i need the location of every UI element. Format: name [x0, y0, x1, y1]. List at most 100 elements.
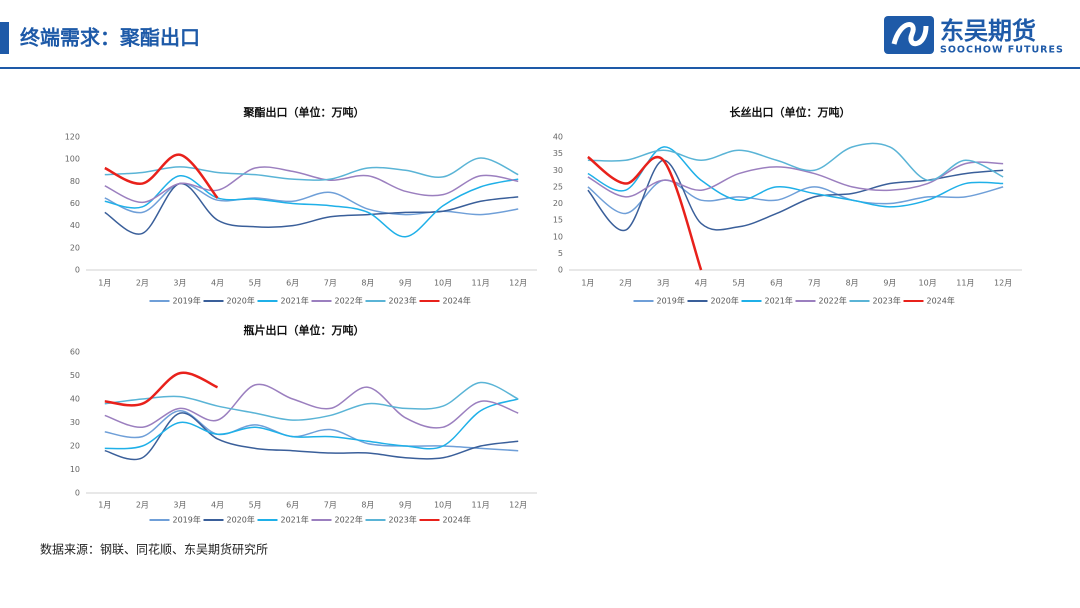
y-tick-label: 20 [70, 243, 80, 252]
legend-label: 2021年 [765, 296, 793, 306]
y-tick-label: 10 [553, 232, 563, 241]
y-tick-label: 60 [70, 199, 80, 208]
x-tick-label: 9月 [399, 501, 412, 510]
y-tick-label: 20 [553, 199, 563, 208]
source-note: 数据来源：钢联、同花顺、东吴期货研究所 [40, 542, 268, 557]
legend-label: 2024年 [443, 296, 471, 306]
series-line [104, 381, 519, 421]
series-line [587, 142, 1004, 181]
legend-label: 2019年 [657, 296, 685, 306]
series-line [104, 182, 519, 235]
y-tick-label: 40 [70, 395, 80, 404]
x-tick-label: 7月 [808, 279, 821, 288]
legend-label: 2023年 [389, 515, 417, 525]
x-tick-label: 1月 [98, 279, 111, 288]
header-title: 终端需求：聚酯出口 [20, 26, 200, 50]
y-tick-label: 60 [70, 348, 80, 357]
x-tick-label: 1月 [98, 501, 111, 510]
chart: 聚酯出口（单位：万吨） 0 20 40 60 80 100 120 1月 2月 3月 4月 5月 6月 7月… [65, 105, 537, 306]
x-tick-label: 9月 [399, 279, 412, 288]
y-tick-label: 10 [70, 465, 80, 474]
legend-label: 2020年 [227, 296, 255, 306]
legend-label: 2023年 [873, 296, 901, 306]
header-accent [0, 22, 9, 54]
x-tick-label: 4月 [695, 279, 708, 288]
y-tick-label: 15 [553, 216, 563, 225]
x-tick-label: 12月 [994, 279, 1012, 288]
legend-label: 2024年 [443, 515, 471, 525]
y-tick-label: 5 [558, 249, 563, 258]
x-tick-label: 10月 [434, 279, 452, 288]
x-tick-label: 4月 [211, 501, 224, 510]
series-line [104, 371, 219, 407]
y-tick-label: 0 [75, 266, 80, 275]
chart: 长丝出口（单位：万吨） 0 5 10 15 20 25 30 35 40 1月 2月 3月 4月 5月 6月 7… [553, 105, 1022, 306]
y-tick-label: 0 [558, 266, 563, 275]
legend-label: 2022年 [819, 296, 847, 306]
legend-label: 2023年 [389, 296, 417, 306]
series-line [104, 409, 519, 452]
y-tick-label: 25 [553, 182, 563, 191]
x-tick-label: 8月 [361, 279, 374, 288]
x-tick-label: 12月 [509, 279, 527, 288]
chart: 瓶片出口（单位：万吨） 0 10 20 30 40 50 60 1月 2月 3月 4月 5月 6月 7月 8月… [70, 323, 537, 525]
logo-english: SOOCHOW FUTURES [940, 45, 1064, 56]
x-tick-label: 4月 [211, 279, 224, 288]
series-line [104, 166, 519, 204]
x-tick-label: 11月 [472, 501, 490, 510]
x-tick-label: 11月 [956, 279, 974, 288]
y-tick-label: 40 [70, 221, 80, 230]
y-tick-label: 100 [65, 155, 80, 164]
legend-label: 2019年 [173, 296, 201, 306]
y-tick-label: 30 [553, 166, 563, 175]
x-tick-label: 5月 [249, 501, 262, 510]
x-tick-label: 10月 [919, 279, 937, 288]
legend-label: 2022年 [335, 296, 363, 306]
legend-label: 2019年 [173, 515, 201, 525]
chart-title: 瓶片出口（单位：万吨） [244, 323, 365, 337]
chart-title: 长丝出口（单位：万吨） [730, 105, 851, 119]
y-tick-label: 35 [553, 149, 563, 158]
y-tick-label: 50 [70, 371, 80, 380]
x-tick-label: 3月 [657, 279, 670, 288]
y-tick-label: 120 [65, 133, 80, 142]
legend-label: 2020年 [227, 515, 255, 525]
legend-label: 2021年 [281, 515, 309, 525]
y-tick-label: 30 [70, 418, 80, 427]
x-tick-label: 8月 [361, 501, 374, 510]
x-tick-label: 6月 [770, 279, 783, 288]
x-tick-label: 7月 [324, 279, 337, 288]
series-line [104, 412, 519, 461]
x-tick-label: 6月 [286, 501, 299, 510]
y-tick-label: 40 [553, 133, 563, 142]
x-tick-label: 5月 [732, 279, 745, 288]
x-tick-label: 12月 [509, 501, 527, 510]
x-tick-label: 10月 [434, 501, 452, 510]
series-line [104, 157, 519, 181]
x-tick-label: 2月 [136, 279, 149, 288]
x-tick-label: 6月 [286, 279, 299, 288]
series-line [104, 398, 519, 450]
x-tick-label: 11月 [472, 279, 490, 288]
chart-title: 聚酯出口（单位：万吨） [243, 105, 365, 119]
x-tick-label: 2月 [136, 501, 149, 510]
series-line [587, 161, 1004, 198]
x-tick-label: 5月 [249, 279, 262, 288]
series-line [104, 383, 519, 429]
x-tick-label: 3月 [173, 279, 186, 288]
x-tick-label: 3月 [173, 501, 186, 510]
logo: 东吴期货 SOOCHOW FUTURES [884, 16, 1064, 56]
y-tick-label: 80 [70, 177, 80, 186]
logo-mark [891, 22, 929, 46]
legend-label: 2020年 [711, 296, 739, 306]
logo-name: 东吴期货 [940, 17, 1036, 45]
series-line [104, 175, 519, 238]
y-tick-label: 0 [75, 489, 80, 498]
x-tick-label: 9月 [883, 279, 896, 288]
x-tick-label: 2月 [619, 279, 632, 288]
series-line [104, 153, 219, 199]
x-tick-label: 1月 [581, 279, 594, 288]
x-tick-label: 7月 [324, 501, 337, 510]
legend-label: 2021年 [281, 296, 309, 306]
